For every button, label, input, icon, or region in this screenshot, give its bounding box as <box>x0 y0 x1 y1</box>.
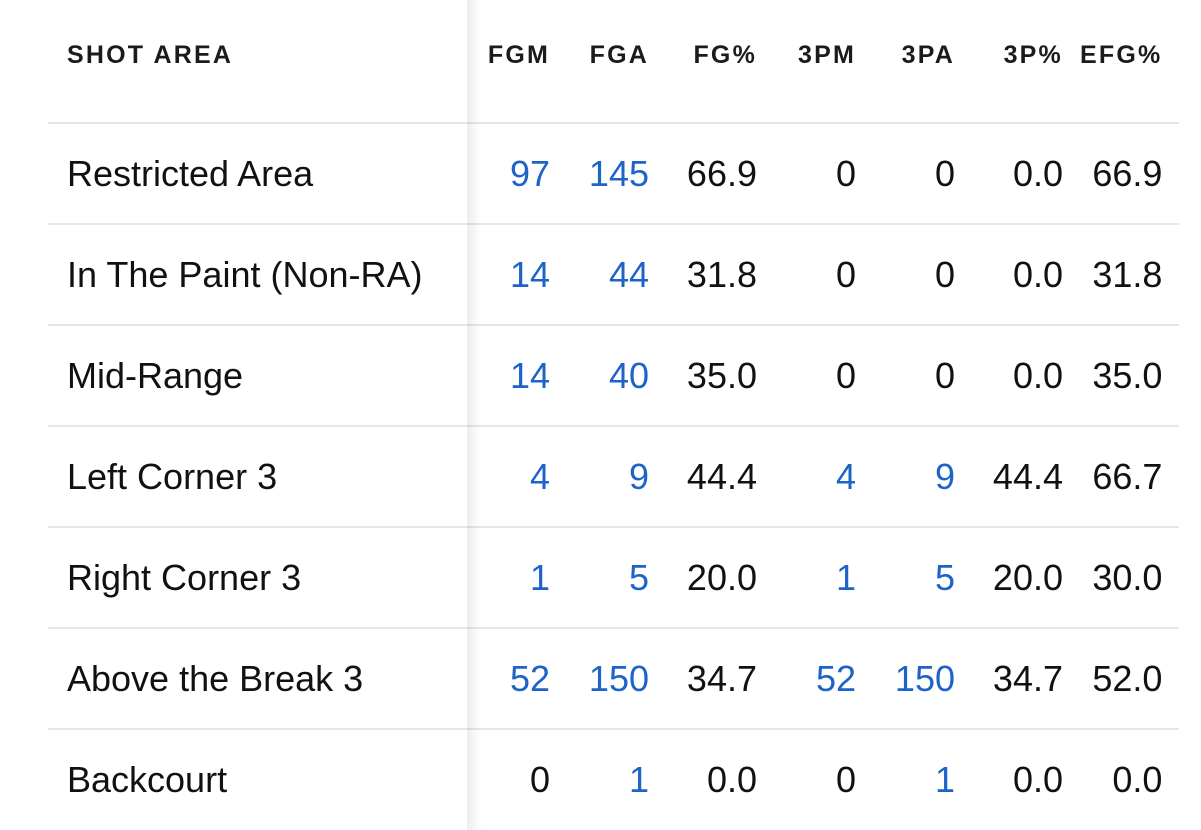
3pm-cell: 0 <box>774 224 873 326</box>
table-row: Left Corner 3 4 9 44.4 4 9 44.4 66.7 <box>48 426 1180 528</box>
efg-pct-cell: 31.8 <box>1080 224 1180 326</box>
fga-cell[interactable]: 40 <box>567 325 666 427</box>
3pm-cell[interactable]: 4 <box>774 426 873 528</box>
column-header-efg-pct[interactable]: EFG% <box>1080 0 1180 124</box>
fg-pct-cell: 20.0 <box>666 527 774 629</box>
fga-cell[interactable]: 1 <box>628 758 649 800</box>
efg-pct-cell: 35.0 <box>1080 325 1180 427</box>
fgm-cell: 0 <box>529 758 550 800</box>
3pa-cell: 0 <box>873 224 972 326</box>
efg-pct-cell: 66.9 <box>1080 123 1180 225</box>
3p-pct-cell: 0.0 <box>1012 758 1063 800</box>
fga-cell[interactable]: 150 <box>567 628 666 730</box>
column-header-3pa[interactable]: 3PA <box>873 0 972 124</box>
table-row: Mid-Range 14 40 35.0 0 0 0.0 35.0 <box>48 325 1180 427</box>
fga-cell[interactable]: 44 <box>567 224 666 326</box>
fgm-cell[interactable]: 4 <box>468 426 567 528</box>
shot-area-cell: Backcourt <box>67 758 228 800</box>
3pm-cell[interactable]: 52 <box>774 628 873 730</box>
column-header-fga[interactable]: FGA <box>567 0 666 124</box>
fgm-cell[interactable]: 97 <box>468 123 567 225</box>
table-row: Right Corner 3 1 5 20.0 1 5 20.0 30.0 <box>48 527 1180 629</box>
fg-pct-cell: 34.7 <box>666 628 774 730</box>
column-header-3pm[interactable]: 3PM <box>774 0 873 124</box>
fgm-cell[interactable]: 14 <box>468 325 567 427</box>
fg-pct-cell: 31.8 <box>666 224 774 326</box>
fga-cell[interactable]: 9 <box>567 426 666 528</box>
3pa-cell: 0 <box>873 325 972 427</box>
3pa-cell[interactable]: 5 <box>873 527 972 629</box>
3pm-cell: 0 <box>835 758 856 800</box>
3p-pct-cell: 20.0 <box>972 527 1080 629</box>
shot-area-cell: Left Corner 3 <box>48 426 468 528</box>
fg-pct-cell: 0.0 <box>706 758 757 800</box>
efg-pct-cell: 66.7 <box>1080 426 1180 528</box>
shot-area-cell: Mid-Range <box>48 325 468 427</box>
shot-area-cell: Right Corner 3 <box>48 527 468 629</box>
table-body: Restricted Area 97 145 66.9 0 0 0.0 66.9… <box>48 123 1180 829</box>
3pa-cell: 0 <box>873 123 972 225</box>
fg-pct-cell: 44.4 <box>666 426 774 528</box>
efg-pct-cell: 30.0 <box>1080 527 1180 629</box>
shot-area-cell: In The Paint (Non-RA) <box>48 224 468 326</box>
3p-pct-cell: 34.7 <box>972 628 1080 730</box>
table-row: Restricted Area 97 145 66.9 0 0 0.0 66.9 <box>48 123 1180 225</box>
3pm-cell: 0 <box>774 123 873 225</box>
3p-pct-cell: 0.0 <box>972 325 1080 427</box>
fg-pct-cell: 66.9 <box>666 123 774 225</box>
shot-area-cell: Restricted Area <box>48 123 468 225</box>
3p-pct-cell: 44.4 <box>972 426 1080 528</box>
fga-cell[interactable]: 145 <box>567 123 666 225</box>
fgm-cell[interactable]: 1 <box>468 527 567 629</box>
table-row: Above the Break 3 52 150 34.7 52 150 34.… <box>48 628 1180 730</box>
column-header-3p-pct[interactable]: 3P% <box>972 0 1080 124</box>
table-row: In The Paint (Non-RA) 14 44 31.8 0 0 0.0… <box>48 224 1180 326</box>
efg-pct-cell: 52.0 <box>1080 628 1180 730</box>
table-header: SHOT AREA FGM FGA FG% 3PM 3PA 3P% EFG% <box>48 0 1180 124</box>
3p-pct-cell: 0.0 <box>972 224 1080 326</box>
column-header-shot-area[interactable]: SHOT AREA <box>48 0 468 124</box>
efg-pct-cell: 0.0 <box>1112 758 1163 800</box>
fg-pct-cell: 35.0 <box>666 325 774 427</box>
fgm-cell[interactable]: 52 <box>468 628 567 730</box>
3pa-cell[interactable]: 9 <box>873 426 972 528</box>
3pm-cell[interactable]: 1 <box>774 527 873 629</box>
fgm-cell[interactable]: 14 <box>468 224 567 326</box>
column-header-fg-pct[interactable]: FG% <box>666 0 774 124</box>
column-header-fgm[interactable]: FGM <box>468 0 567 124</box>
3pa-cell[interactable]: 1 <box>934 758 955 800</box>
3p-pct-cell: 0.0 <box>972 123 1080 225</box>
shot-area-cell: Above the Break 3 <box>48 628 468 730</box>
fga-cell[interactable]: 5 <box>567 527 666 629</box>
3pm-cell: 0 <box>774 325 873 427</box>
table-row: Backcourt 0 1 0.0 0 1 0.0 0.0 <box>48 729 1179 829</box>
shot-area-stats-table: SHOT AREA FGM FGA FG% 3PM 3PA 3P% EFG% R… <box>48 0 1180 829</box>
header-row: SHOT AREA FGM FGA FG% 3PM 3PA 3P% EFG% <box>48 0 1180 124</box>
3pa-cell[interactable]: 150 <box>873 628 972 730</box>
